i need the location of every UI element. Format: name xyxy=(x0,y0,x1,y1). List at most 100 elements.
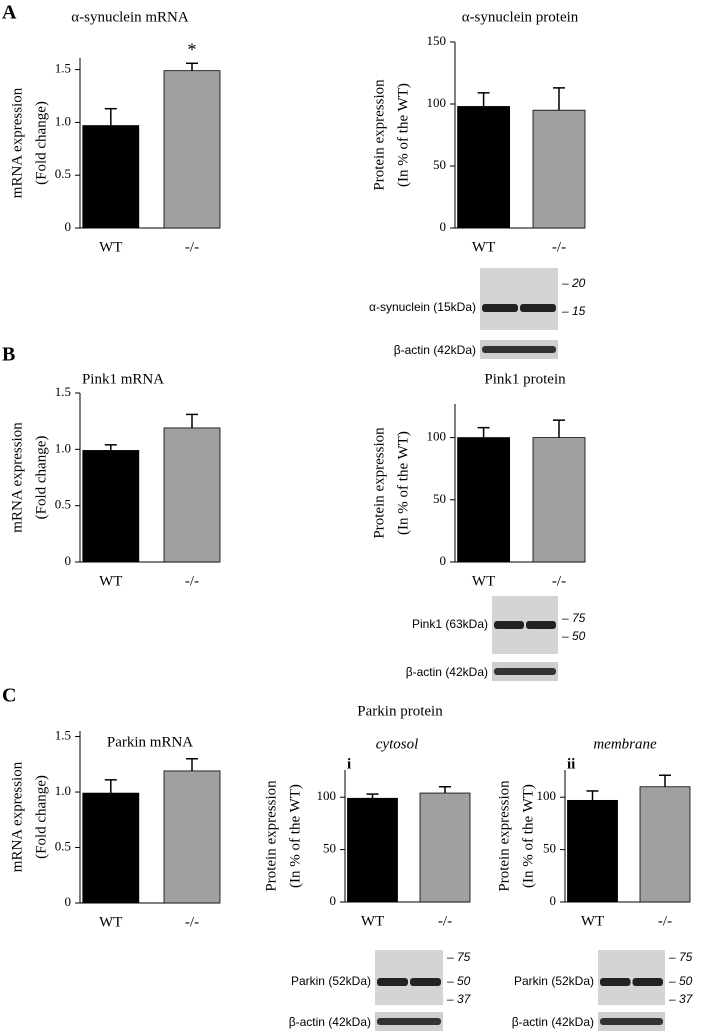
chart-title: α-synuclein protein xyxy=(462,9,579,25)
sub-label: ii xyxy=(567,756,575,772)
x-tick-label: WT xyxy=(581,913,604,929)
chart-title: Pink1 protein xyxy=(484,371,566,387)
y-tick-label: 50 xyxy=(433,157,446,172)
y-tick-label: 0.5 xyxy=(55,497,71,512)
y-axis-label: (Fold change) xyxy=(33,775,49,859)
bar xyxy=(532,109,586,229)
size-marker: – 50 xyxy=(561,629,586,643)
y-axis-label: (Fold change) xyxy=(33,101,49,185)
blot-band xyxy=(482,304,518,312)
x-tick-label: WT xyxy=(472,239,495,255)
actin-label: β-actin (42kDa) xyxy=(406,665,488,679)
y-tick-label: 50 xyxy=(433,491,446,506)
x-tick-label: -/- xyxy=(552,573,566,589)
y-axis-label: (In % of the WT) xyxy=(287,784,303,888)
blot-image xyxy=(375,950,443,1005)
y-axis-label: Protein expression xyxy=(263,780,279,892)
y-tick-label: 0.5 xyxy=(55,166,71,181)
x-tick-label: -/- xyxy=(438,913,452,929)
y-tick-label: 1.5 xyxy=(55,384,71,399)
y-tick-label: 0 xyxy=(330,893,337,908)
y-axis-label: mRNA expression xyxy=(9,422,25,533)
blot-label: Parkin (52kDa) xyxy=(291,974,371,988)
bar xyxy=(457,437,511,563)
y-tick-label: 0 xyxy=(65,553,72,568)
x-tick-label: -/- xyxy=(185,573,199,589)
y-tick-label: 1.0 xyxy=(55,113,71,128)
y-tick-label: 150 xyxy=(427,33,447,48)
bar xyxy=(347,797,398,903)
actin-label: β-actin (42kDa) xyxy=(394,343,476,357)
y-tick-label: 0 xyxy=(440,553,447,568)
y-tick-label: 1.5 xyxy=(55,728,71,743)
y-tick-label: 0.5 xyxy=(55,839,71,854)
y-tick-label: 50 xyxy=(323,841,336,856)
bar xyxy=(532,437,586,563)
y-tick-label: 50 xyxy=(543,841,556,856)
x-tick-label: WT xyxy=(361,913,384,929)
actin-band xyxy=(494,668,556,675)
blot-label: Parkin (52kDa) xyxy=(514,974,594,988)
actin-band xyxy=(600,1018,663,1025)
y-tick-label: 100 xyxy=(427,95,447,110)
y-axis-label: (In % of the WT) xyxy=(520,784,536,888)
x-tick-label: -/- xyxy=(185,239,199,255)
bar xyxy=(82,125,140,229)
y-axis-label: (In % of the WT) xyxy=(395,431,411,535)
blot-band xyxy=(632,978,663,986)
bar xyxy=(82,450,140,563)
blot-band xyxy=(410,978,441,986)
y-tick-label: 100 xyxy=(317,788,337,803)
actin-band xyxy=(482,346,556,353)
bar xyxy=(163,770,221,904)
size-marker: – 75 xyxy=(561,611,586,625)
x-tick-label: -/- xyxy=(658,913,672,929)
x-tick-label: WT xyxy=(99,239,122,255)
y-tick-label: 1.5 xyxy=(55,61,71,76)
chart-title: α-synuclein mRNA xyxy=(71,9,189,25)
x-tick-label: -/- xyxy=(552,239,566,255)
blot-band xyxy=(600,978,631,986)
annotation: * xyxy=(188,39,197,59)
bar xyxy=(567,799,618,903)
bar xyxy=(163,427,221,563)
size-marker: – 50 xyxy=(446,974,471,988)
size-marker: – 75 xyxy=(668,950,693,964)
blot-label: α-synuclein (15kDa) xyxy=(369,300,476,314)
blot-band xyxy=(377,978,408,986)
sub-label: i xyxy=(347,756,351,772)
y-axis-label: (In % of the WT) xyxy=(395,83,411,187)
chart-title: Pink1 mRNA xyxy=(82,371,164,387)
bar xyxy=(82,792,140,904)
size-marker: – 75 xyxy=(446,950,471,964)
chart-title: membrane xyxy=(593,736,657,752)
chart-title: Parkin mRNA xyxy=(107,734,193,750)
y-tick-label: 0 xyxy=(65,219,72,234)
y-axis-label: mRNA expression xyxy=(9,87,25,198)
blot-band xyxy=(494,621,524,629)
size-marker: – 50 xyxy=(668,974,693,988)
y-axis-label: (Fold change) xyxy=(33,436,49,520)
y-tick-label: 1.0 xyxy=(55,783,71,798)
x-tick-label: WT xyxy=(472,573,495,589)
y-axis-label: Protein expression xyxy=(371,79,387,191)
bar xyxy=(639,786,691,903)
x-tick-label: WT xyxy=(99,573,122,589)
blot-image xyxy=(598,950,665,1005)
actin-band xyxy=(377,1018,441,1025)
y-axis-label: Protein expression xyxy=(496,780,512,892)
y-tick-label: 1.0 xyxy=(55,440,71,455)
panel-label: B xyxy=(2,344,15,366)
blot-band xyxy=(526,621,556,629)
bar xyxy=(419,792,471,903)
size-marker: – 37 xyxy=(668,992,694,1006)
actin-label: β-actin (42kDa) xyxy=(512,1015,594,1029)
panel-label: A xyxy=(2,2,17,24)
x-tick-label: -/- xyxy=(185,914,199,930)
group-title: Parkin protein xyxy=(357,703,443,719)
y-tick-label: 0 xyxy=(65,894,72,909)
size-marker: – 15 xyxy=(561,304,586,318)
x-tick-label: WT xyxy=(99,914,122,930)
bar xyxy=(457,106,511,229)
